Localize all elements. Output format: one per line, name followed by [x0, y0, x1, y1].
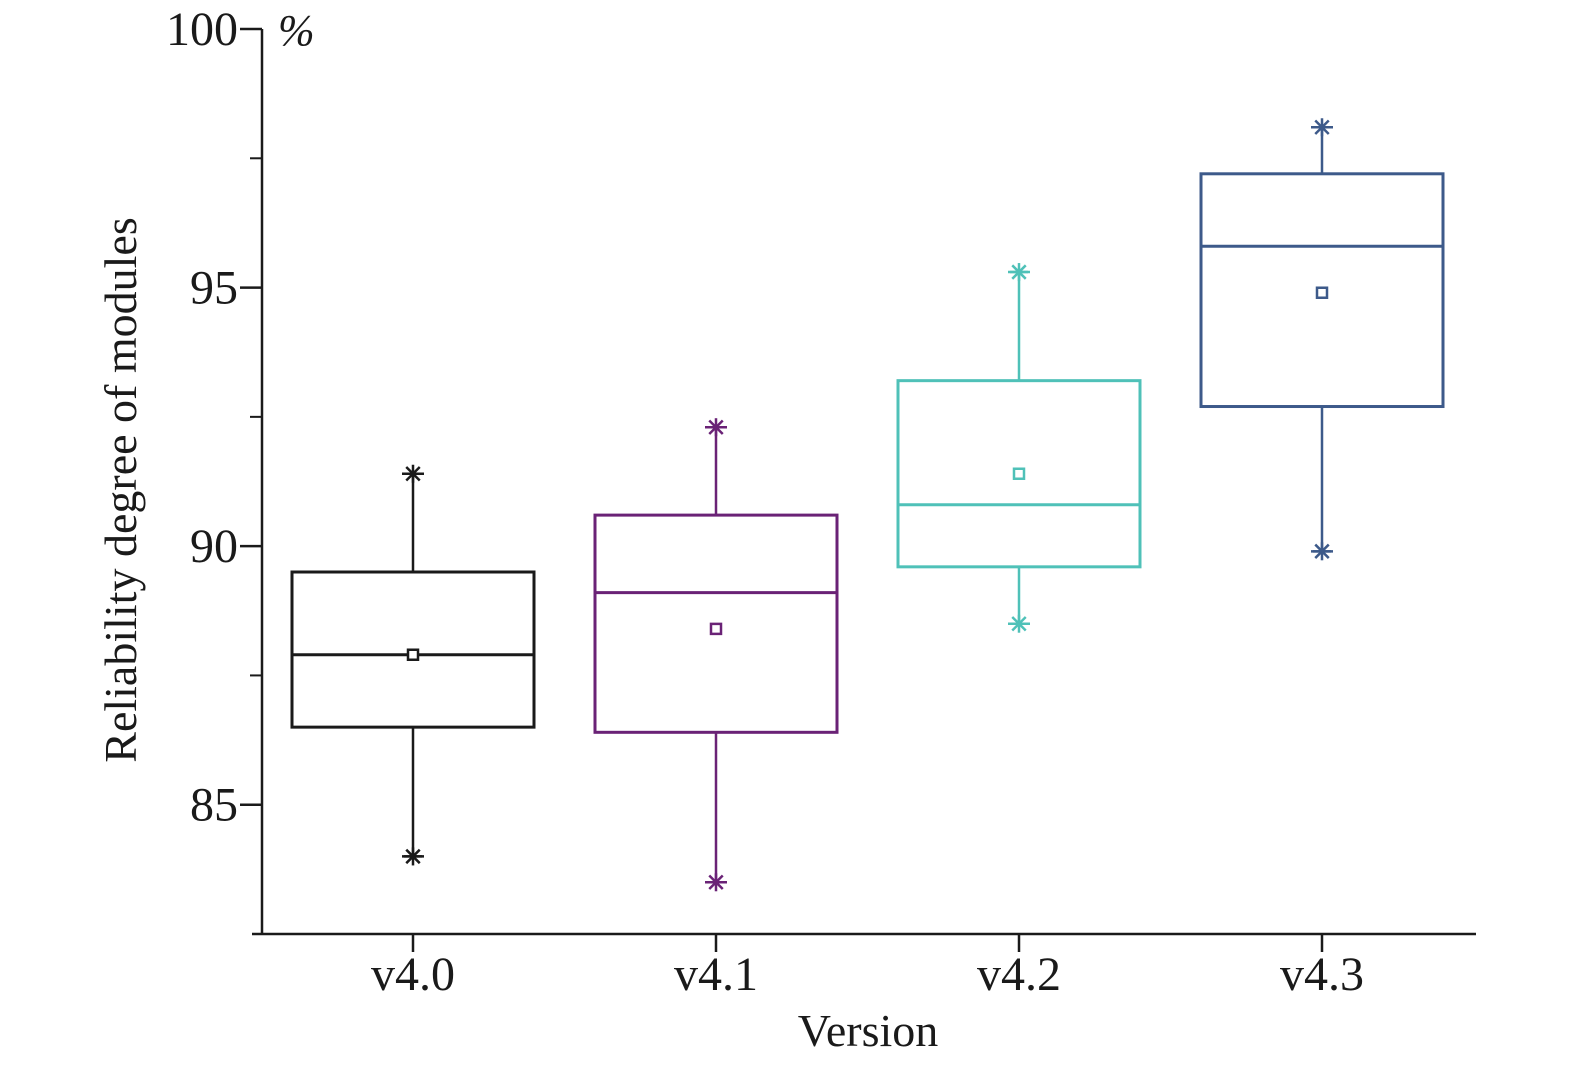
max-marker: [1010, 263, 1028, 282]
max-marker: [707, 418, 725, 437]
x-tick-label: v4.0: [371, 948, 455, 1001]
iqr-box: [290, 570, 536, 729]
y-tick-label: 90: [190, 520, 238, 573]
y-axis-title: Reliability degree of modules: [95, 217, 146, 762]
min-marker: [1313, 542, 1331, 561]
min-marker: [1010, 614, 1028, 633]
x-tick-label: v4.3: [1280, 948, 1364, 1001]
iqr-box: [593, 513, 839, 734]
mean-marker: [1315, 286, 1329, 299]
y-tick-label: 95: [190, 262, 238, 315]
box-v4-0: [290, 464, 536, 866]
boxes: [290, 118, 1445, 892]
iqr-box: [896, 379, 1142, 569]
y-unit-label: %: [278, 6, 315, 55]
y-tick-label: 100: [166, 3, 238, 56]
mean-marker: [406, 648, 420, 661]
max-marker: [1313, 118, 1331, 137]
y-tick-label: 85: [190, 779, 238, 832]
box-v4-2: [896, 263, 1142, 633]
min-marker: [707, 873, 725, 892]
box-v4-1: [593, 418, 839, 892]
x-tick-label: v4.1: [674, 948, 758, 1001]
x-tick-label: v4.2: [977, 948, 1061, 1001]
x-ticks: v4.0 v4.1 v4.2 v4.3: [371, 934, 1364, 1001]
max-marker: [404, 464, 422, 483]
x-axis-title: Version: [798, 1005, 939, 1056]
iqr-box: [1199, 172, 1445, 409]
min-marker: [404, 847, 422, 866]
box-v4-3: [1199, 118, 1445, 561]
mean-marker: [709, 622, 723, 636]
y-ticks: 85 90 95 100: [166, 3, 262, 832]
axes: [252, 29, 1476, 936]
mean-marker: [1012, 467, 1026, 480]
